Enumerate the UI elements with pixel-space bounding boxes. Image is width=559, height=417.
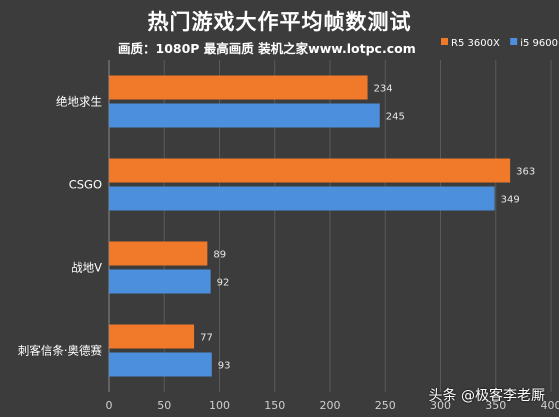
- data-label: 234: [374, 84, 393, 95]
- x-tick-label: 350: [485, 399, 506, 412]
- data-label: 93: [218, 361, 231, 372]
- bar: [109, 103, 380, 128]
- bar: [109, 75, 368, 100]
- data-label: 245: [386, 112, 405, 123]
- category-label: CSGO: [69, 178, 102, 192]
- chart-subtitle: 画质：1080P 最高画质 装机之家www.lotpc.com: [118, 41, 416, 56]
- x-tick-label: 300: [430, 399, 451, 412]
- x-tick-label: 50: [157, 399, 171, 412]
- x-tick-label: 250: [375, 399, 396, 412]
- data-label: 349: [501, 195, 520, 206]
- x-tick-label: 100: [209, 399, 230, 412]
- bar: [109, 158, 511, 183]
- watermark-text: 头条 @极客李老厮: [428, 388, 545, 404]
- category-label: 刺客信条·奥德赛: [18, 344, 103, 358]
- legend-swatch: [441, 38, 448, 45]
- x-tick-label: 200: [320, 399, 341, 412]
- category-label: 绝地求生: [56, 95, 102, 109]
- bar: [109, 269, 211, 294]
- data-label: 363: [516, 167, 535, 178]
- bar: [109, 324, 195, 349]
- legend-label: i5 9600KF: [520, 38, 559, 49]
- bar: [109, 241, 208, 266]
- bar: [109, 352, 212, 377]
- x-tick-label: 0: [106, 399, 113, 412]
- data-label: 77: [200, 333, 213, 344]
- x-tick-label: 150: [264, 399, 285, 412]
- category-label: 战地V: [71, 261, 102, 275]
- legend-label: R5 3600X: [451, 38, 500, 49]
- data-label: 89: [213, 250, 226, 261]
- x-tick-label: 400: [541, 399, 559, 412]
- data-label: 92: [217, 278, 230, 289]
- legend-swatch: [510, 38, 518, 45]
- chart-title: 热门游戏大作平均帧数测试: [147, 10, 412, 34]
- bar: [109, 186, 495, 211]
